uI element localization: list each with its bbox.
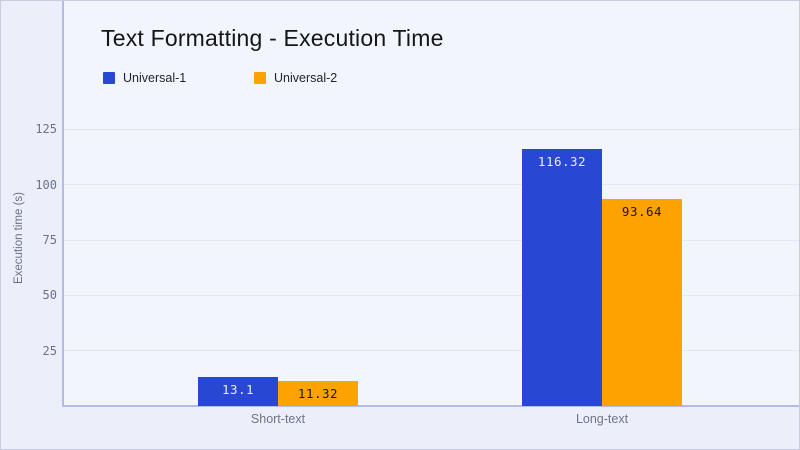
legend-label-universal-1: Universal-1 xyxy=(123,71,187,85)
y-tick-label-50: 50 xyxy=(42,288,57,303)
y-tick-label-75: 75 xyxy=(42,233,57,248)
y-tick-label-25: 25 xyxy=(42,343,57,358)
bar-universal-2-short-text xyxy=(278,380,358,406)
gridline-y-75 xyxy=(64,239,799,241)
legend-swatch-universal-1 xyxy=(103,72,115,84)
y-tick-label-100: 100 xyxy=(35,177,57,192)
x-category-label-short-text: Short-text xyxy=(250,412,306,426)
chart-title: Text Formatting - Execution Time xyxy=(101,25,444,51)
legend-label-universal-2: Universal-2 xyxy=(274,71,338,85)
plot-area xyxy=(63,1,799,406)
x-category-label-long-text: Long-text xyxy=(575,412,629,426)
bar-value-universal-1-long-text: 116.32 xyxy=(537,153,587,169)
legend-item-universal-2: Universal-2 xyxy=(254,71,337,85)
bar-value-universal-2-long-text: 93.64 xyxy=(621,203,663,219)
gridline-y-25 xyxy=(64,350,799,352)
gridline-y-100 xyxy=(64,184,799,186)
gridline-y-50 xyxy=(64,294,799,296)
y-axis-label: Execution time (s) xyxy=(13,191,25,285)
legend-item-universal-1: Universal-1 xyxy=(103,71,186,85)
y-tick-label-125: 125 xyxy=(35,122,57,137)
bar-value-universal-2-short-text: 11.32 xyxy=(297,385,339,401)
x-axis-line xyxy=(62,405,799,407)
gridline-y-125 xyxy=(64,128,799,130)
y-axis-line xyxy=(62,1,64,406)
bar-universal-1-long-text xyxy=(522,148,602,406)
bar-universal-1-short-text xyxy=(198,377,278,406)
bar-universal-2-long-text xyxy=(602,198,682,406)
bar-value-universal-1-short-text: 13.1 xyxy=(221,382,255,397)
legend-swatch-universal-2 xyxy=(254,72,266,84)
